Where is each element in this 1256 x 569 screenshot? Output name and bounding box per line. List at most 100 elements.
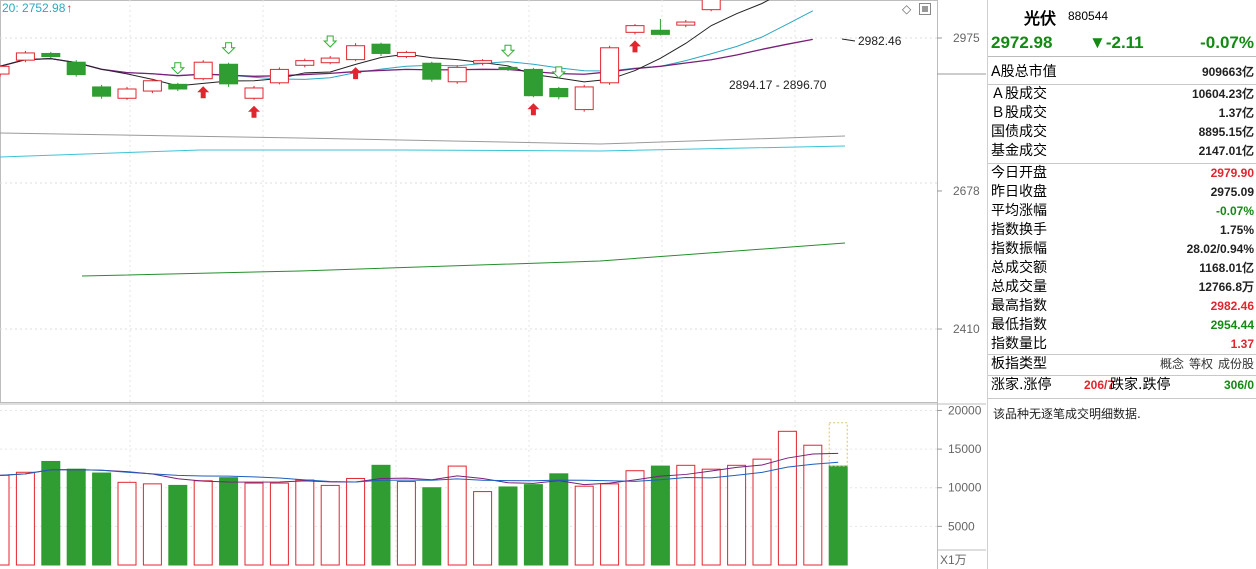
candle-up [625,25,645,33]
stat-label: 基金成交 [991,143,1047,159]
limit-row: 涨家.涨停 206/7 跌家.跌停 306/0 [988,376,1256,395]
stat-label: 指数换手 [991,222,1047,238]
last-price: 2972.98 [991,33,1053,52]
stat-row: 总成交量 12766.8万 [988,278,1256,297]
stat-label: A股总市值 [991,64,1057,80]
candlestick-chart[interactable]: 2975 2678 2410 20000 15000 10000 5000 X1万 2982.4… [0,0,986,569]
stat-value: -0.07% [1215,204,1254,218]
stat-row: 最低指数 2954.44 [988,316,1256,335]
stat-label: Ｂ股成交 [991,105,1047,121]
limit-up-value: 206/7 [1084,378,1115,392]
volume-bar [828,465,848,566]
volume-bar [219,477,239,566]
candle-up [396,51,416,58]
stat-value: 12766.8万 [1198,280,1254,294]
stat-label: 平均涨幅 [991,203,1047,219]
candle-down [168,83,188,90]
buy-arrow-icon [349,67,362,80]
volume-bar [447,465,467,566]
stat-value: 909663亿 [1201,65,1254,79]
volume-bar [422,487,442,566]
ma60-line [0,132,846,145]
stat-label: 最低指数 [991,317,1047,333]
stat-row: 指数量比 1.37 [988,335,1256,354]
volume-estimate-bar [828,422,848,467]
candle-up [676,21,696,26]
volume-bar [396,481,416,566]
volume-bar [625,470,645,566]
tag-concept[interactable]: 概念 [1159,357,1184,371]
board-type-label: 板指类型 [991,356,1047,372]
price-change-pct: -0.07% [1200,33,1254,52]
volume-bar [650,465,670,566]
price-change: ▼-2.11 [1089,33,1144,52]
volume-tick-label: 15000 [948,442,982,456]
stat-label: 国债成交 [991,124,1047,140]
candle-up [346,45,366,61]
candle-up [269,68,289,84]
tag-equal-weight[interactable]: 等权 [1188,357,1213,371]
candle-up [142,80,162,92]
candle-up [295,60,315,66]
turnover-group: Ａ股成交 10604.23亿 Ｂ股成交 1.37亿 国债成交 8895.15亿 基金成交 21… [988,85,1256,161]
high-annotation-leader [841,38,856,42]
stat-row: 昨日收盘 2975.09 [988,183,1256,202]
volume-bar [117,481,137,566]
sell-arrow-icon [500,44,516,58]
board-type-tags: 概念 等权 成份股 [1155,355,1254,374]
volume-bar [676,464,696,566]
volume-bar [371,464,391,566]
minimize-icon[interactable] [919,3,931,15]
stat-label: 今日开盘 [991,165,1047,181]
stat-label: 最高指数 [991,298,1047,314]
stat-row: Ａ股成交 10604.23亿 [988,85,1256,104]
diamond-icon[interactable]: ◇ [902,2,912,16]
volume-bar [346,477,366,566]
volume-bar [269,482,289,566]
price-quote: 2972.98 ▼-2.11 -0.07% [988,30,1256,57]
volume-tick-label: 20000 [948,403,982,417]
candle-up [473,60,493,64]
candle-down [41,52,61,58]
tag-constituents[interactable]: 成份股 [1217,357,1254,371]
candle-up [600,47,620,84]
buy-arrow-icon [248,105,260,118]
candle-down [219,63,239,85]
sell-arrow-icon [322,35,338,48]
volume-tick-label: 5000 [948,519,975,533]
candle-down [650,29,670,35]
board-type-row: 板指类型 概念 等权 成份股 [988,355,1256,374]
tick-data-note: 该品种无逐笔成交明细数据. [993,407,1141,421]
stat-value: 2979.90 [1210,166,1254,180]
candle-up [320,57,340,64]
ma5-line [0,0,770,87]
volume-bar [92,472,112,566]
volume-bar [66,468,86,566]
candle-down [523,68,543,97]
ma20-label: 20: 2752.98↑ [2,1,73,15]
volume-ma10-line [0,461,839,483]
candle-down [422,62,442,80]
stat-value: 8895.15亿 [1198,125,1254,139]
limit-down-value: 306/0 [1223,378,1254,392]
stat-row: 指数振幅 28.02/0.94% [988,240,1256,259]
stat-row: 最高指数 2982.46 [988,297,1256,316]
index-stats-group: 今日开盘 2979.90 昨日收盘 2975.09 平均涨幅 -0.07% 指数换手 1.75… [988,164,1256,354]
candle-down [371,43,391,54]
stat-label: Ａ股成交 [991,86,1047,102]
buy-arrow-icon [629,40,641,53]
index-name: 光伏 [1024,9,1057,28]
sell-arrow-icon [221,42,236,55]
stat-value: 10604.23亿 [1191,87,1254,101]
high-annotation: 2982.46 [858,34,902,48]
stat-value: 1.37亿 [1218,106,1254,120]
candle-up [117,88,137,99]
candle-down [549,87,569,98]
stat-row: Ｂ股成交 1.37亿 [988,104,1256,123]
volume-bar [727,464,747,566]
panel-title: 光伏 880544 [988,3,1256,28]
stat-value: 1.75% [1219,223,1254,237]
volume-bar [803,444,823,566]
volume-bar [320,484,340,566]
price-tick-label: 2975 [953,31,980,45]
